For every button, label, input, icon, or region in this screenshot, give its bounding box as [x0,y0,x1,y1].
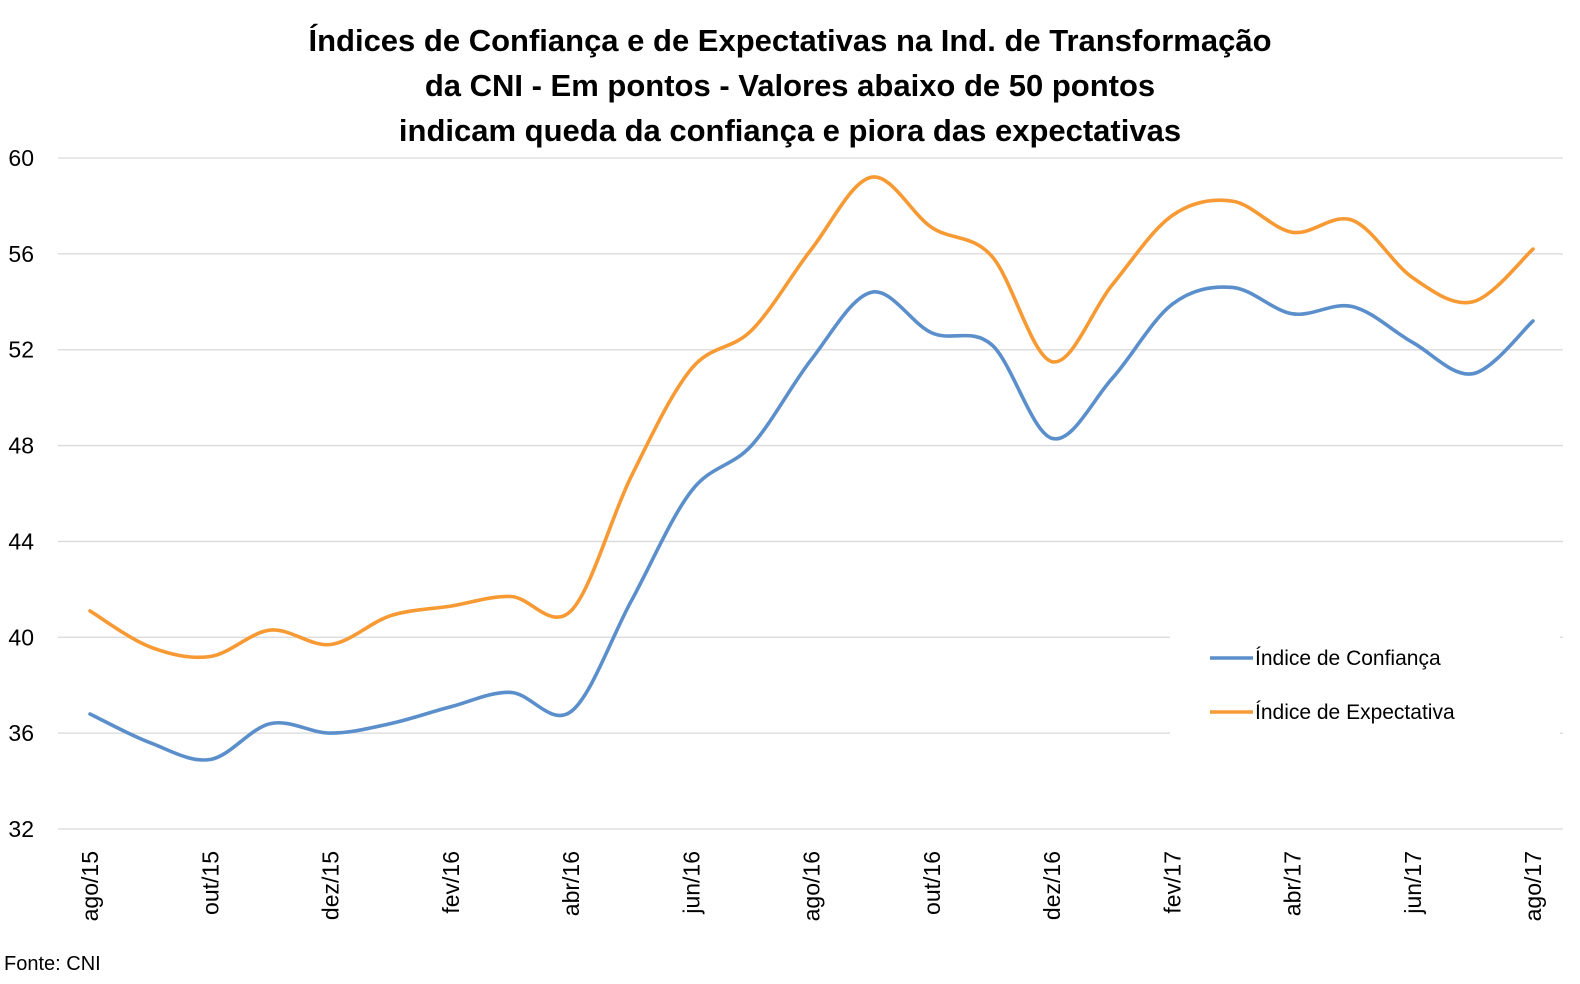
x-tick-label: fev/16 [438,851,464,914]
x-tick-label: ago/15 [77,851,103,921]
chart-title-line-2: da CNI - Em pontos - Valores abaixo de 5… [424,68,1156,103]
legend-label: Índice de Confiança [1255,647,1441,670]
y-tick-label: 44 [8,528,34,554]
x-tick-label: ago/17 [1520,851,1546,921]
x-tick-label: jun/16 [678,851,704,915]
x-tick-label: dez/15 [318,851,344,920]
source-note: Fonte: CNI [4,953,101,975]
x-tick-label: abr/16 [558,851,584,916]
y-tick-label: 32 [8,816,34,842]
y-tick-label: 48 [8,433,34,459]
x-tick-label: out/16 [919,851,945,915]
series-line-confianca [88,285,1535,762]
x-tick-label: jun/17 [1400,851,1426,915]
y-tick-label: 60 [8,145,34,171]
x-tick-label: out/15 [197,851,223,915]
chart-title-line-1: Índices de Confiança e de Expectativas n… [308,23,1272,58]
x-tick-label: ago/16 [799,851,825,921]
series-line-expectativa [88,175,1535,660]
legend-label: Índice de Expectativa [1255,701,1455,724]
chart-title: Índices de Confiança e de Expectativas n… [0,18,1580,153]
y-tick-label: 40 [8,624,34,650]
line-chart: 32 36 40 44 48 52 56 60 ago/15 out/15 dez/15 fev/1… [8,145,1563,921]
legend: Índice de Confiança Índice de Expectativa [1170,628,1560,738]
gridlines [58,157,1563,830]
y-axis: 32 36 40 44 48 52 56 60 [8,145,34,842]
x-tick-label: abr/17 [1280,851,1306,916]
x-tick-label: fev/17 [1159,851,1185,914]
x-tick-label: dez/16 [1039,851,1065,920]
y-tick-label: 36 [8,720,34,746]
x-axis: ago/15 out/15 dez/15 fev/16 abr/16 jun/16 ago/… [77,851,1546,921]
y-tick-label: 52 [8,337,34,363]
legend-background [1170,628,1560,738]
y-tick-label: 56 [8,241,34,267]
chart-title-line-3: indicam queda da confiança e piora das e… [398,113,1182,148]
series-lines [88,175,1535,762]
